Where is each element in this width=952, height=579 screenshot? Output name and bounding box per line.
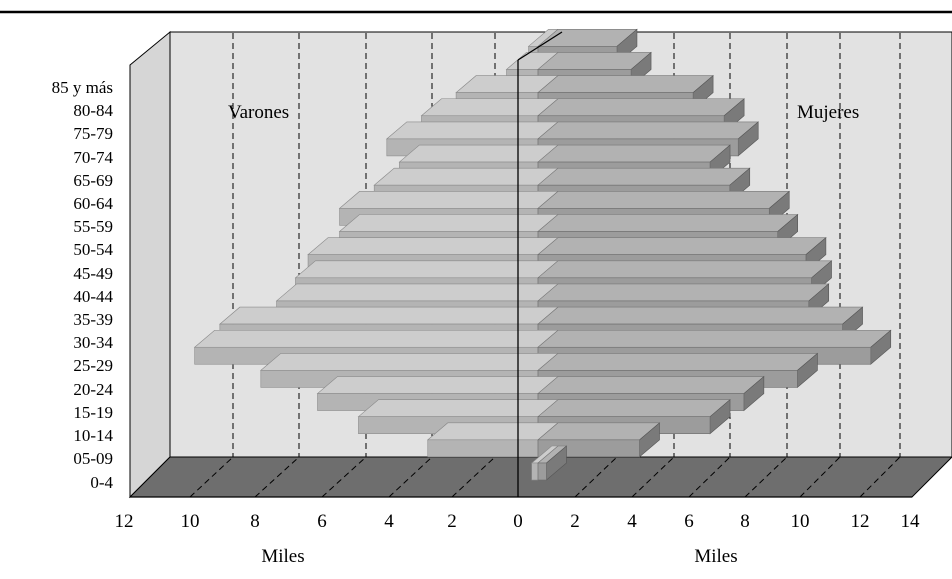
series-label-mujeres: Mujeres <box>797 102 859 123</box>
x-tick-label: 6 <box>317 511 327 532</box>
x-tick-label: 12 <box>851 511 870 532</box>
category-label: 0-4 <box>90 473 113 492</box>
bar-varones-top <box>338 191 559 209</box>
bar-mujeres-top <box>537 121 760 140</box>
bar-mujeres-top <box>537 422 661 441</box>
category-label: 85 y más <box>52 78 113 97</box>
bar-mujeres-top <box>537 98 745 117</box>
bar-varones-top <box>219 306 559 325</box>
bar-varones-top <box>193 329 559 348</box>
series-label-varones: Varones <box>228 102 289 123</box>
x-tick-label: 8 <box>250 511 260 532</box>
bar-varones-top <box>385 121 559 140</box>
bar-mujeres-top <box>537 353 819 371</box>
bar-mujeres-top <box>537 75 714 93</box>
category-labels: 0-4 05-09 10-14 15-19 20-24 25-29 30-34 35-39 40… <box>52 78 114 492</box>
category-label: 45-49 <box>73 264 113 283</box>
category-label: 40-44 <box>73 287 113 306</box>
category-label: 80-84 <box>73 101 113 120</box>
x-tick-label: 4 <box>627 511 637 532</box>
bar-varones-top <box>338 214 559 232</box>
category-label: 50-54 <box>73 240 113 259</box>
bar-varones-top <box>420 98 559 117</box>
bar-mujeres-top <box>537 329 892 348</box>
axis-overlay <box>130 31 912 498</box>
category-label: 20-24 <box>73 380 113 399</box>
category-label: 35-39 <box>73 310 113 329</box>
category-label: 10-14 <box>73 426 113 445</box>
bar-mujeres-top <box>537 306 864 325</box>
bars <box>193 28 892 481</box>
bar-varones-top <box>426 422 559 441</box>
category-label: 30-34 <box>73 333 113 352</box>
bar-varones-top <box>398 144 559 163</box>
x-tick-label: 4 <box>384 511 394 532</box>
category-label: 75-79 <box>73 124 113 143</box>
bar-varones-top <box>307 237 559 255</box>
bar-varones-top <box>275 283 559 302</box>
category-label: 25-29 <box>73 356 113 375</box>
x-tick-label-zero: 0 <box>513 511 523 532</box>
x-tick-label: 10 <box>181 511 200 532</box>
left-side-wall <box>129 30 171 499</box>
x-tick-label: 2 <box>570 511 580 532</box>
x-tick-label: 8 <box>740 511 750 532</box>
bar-mujeres-top <box>537 144 731 163</box>
bar-mujeres-top <box>537 260 833 279</box>
bar-mujeres-top <box>537 399 731 418</box>
bar-varones <box>427 439 539 458</box>
category-label: 55-59 <box>73 217 113 236</box>
x-tick-labels: 12 10 8 6 4 2 0 2 4 6 8 10 12 14 <box>115 511 921 532</box>
bar-mujeres-top <box>537 214 799 232</box>
bar-varones <box>531 462 539 481</box>
bar-varones-top <box>259 353 559 371</box>
category-label: 70-74 <box>73 148 113 167</box>
bar-mujeres-top <box>537 191 791 209</box>
x-tick-label: 14 <box>901 511 921 532</box>
x-tick-label: 10 <box>791 511 810 532</box>
x-axis-label-left: Miles <box>261 546 304 567</box>
bar-mujeres-top <box>537 237 827 255</box>
category-label: 65-69 <box>73 171 113 190</box>
bar-mujeres-top <box>537 167 751 186</box>
bar-mujeres-top <box>537 283 830 302</box>
bar-varones-top <box>316 376 559 394</box>
center-axis-top <box>517 31 563 61</box>
bar-varones-top <box>357 399 559 418</box>
bar-varones-top <box>373 167 559 186</box>
category-label: 05-09 <box>73 449 113 468</box>
x-axis-label-right: Miles <box>694 546 737 567</box>
category-label: 15-19 <box>73 403 113 422</box>
bar-mujeres-top <box>537 376 765 394</box>
category-label: 60-64 <box>73 194 113 213</box>
x-tick-label: 6 <box>684 511 694 532</box>
x-tick-label: 12 <box>115 511 134 532</box>
bar-mujeres <box>537 462 547 481</box>
x-tick-label: 2 <box>447 511 457 532</box>
